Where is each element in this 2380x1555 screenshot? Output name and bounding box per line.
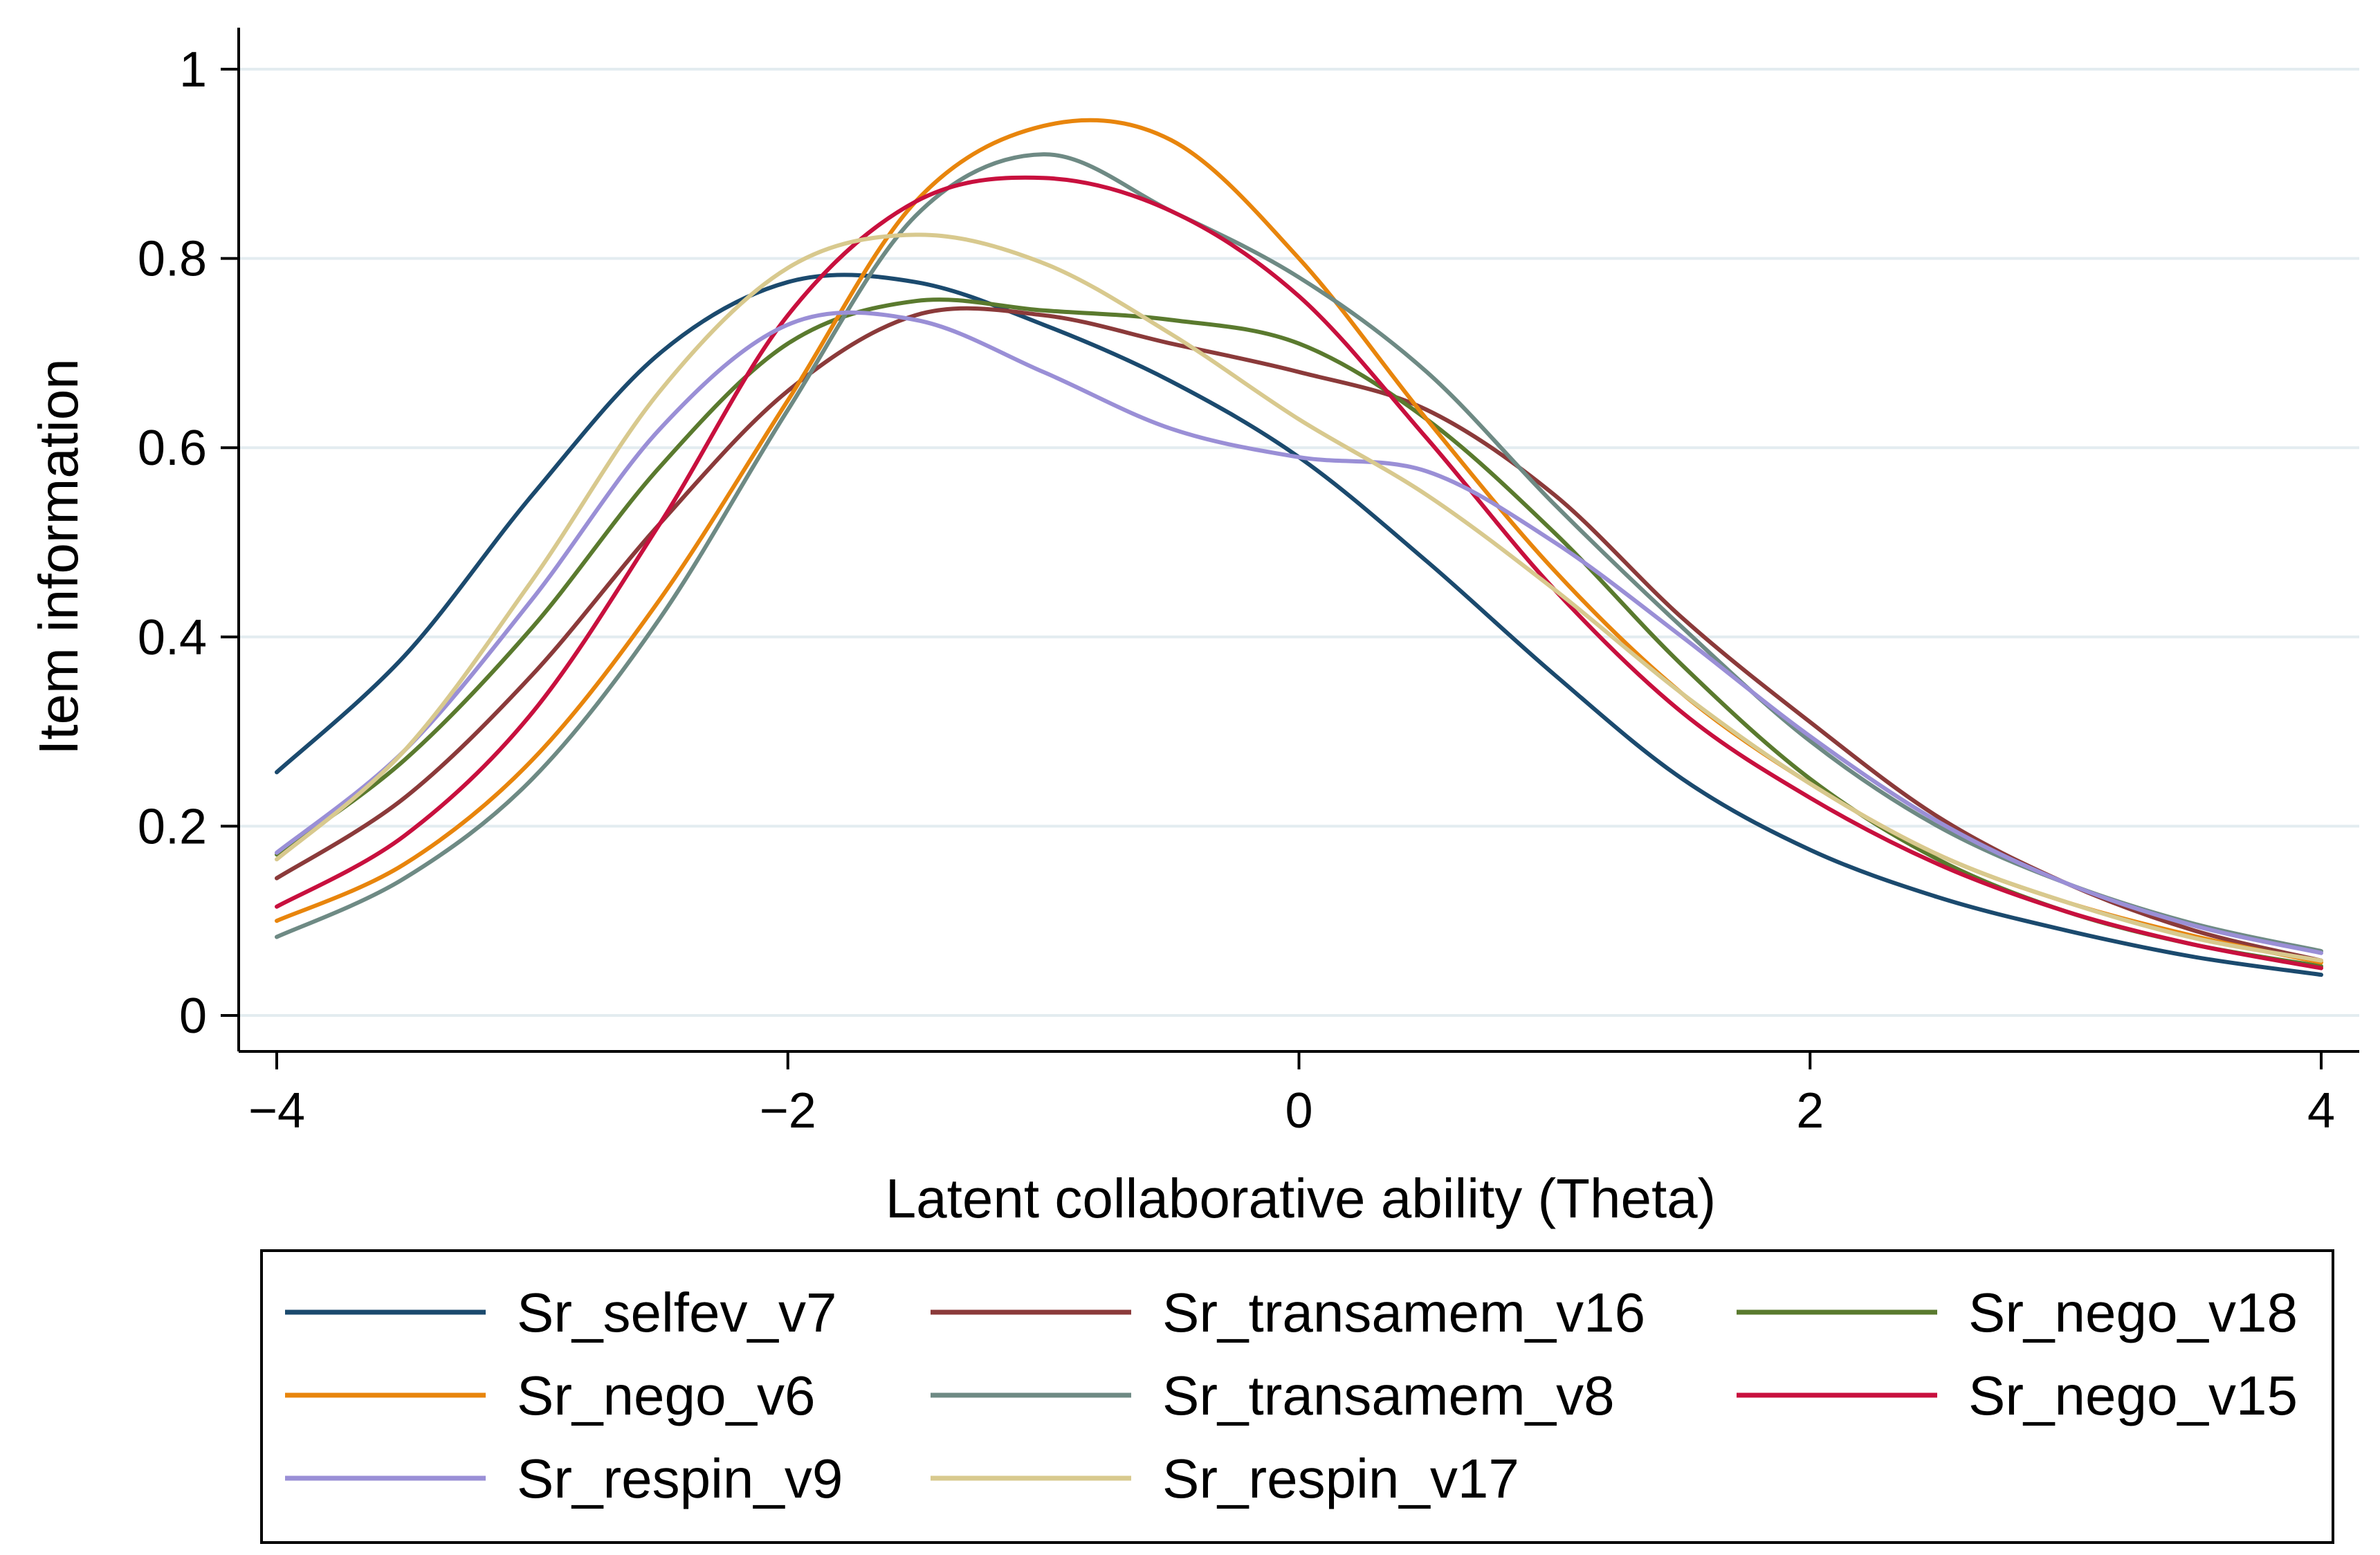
legend-item-sr-transamem-v16: Sr_transamem_v16 (931, 1282, 1645, 1343)
x-axis-ticks: −4 −2 0 2 4 (248, 1051, 2335, 1139)
series-line-sr-transamem-v8 (275, 152, 2323, 953)
y-tick-label: 0.6 (138, 421, 207, 476)
legend-box (260, 1249, 2334, 1544)
axes (237, 28, 2359, 1053)
series-line-sr-respin-v9 (275, 310, 2323, 955)
series-line-sr-nego-v6 (275, 118, 2323, 965)
x-tick-label: 4 (2307, 1083, 2335, 1139)
legend-item-sr-nego-v18: Sr_nego_v18 (1737, 1282, 2298, 1343)
y-tick-label: 0.4 (138, 610, 207, 665)
legend-item-sr-respin-v9: Sr_respin_v9 (285, 1448, 843, 1509)
y-tick-label: 0.8 (138, 232, 207, 287)
x-tick-label: −4 (248, 1083, 305, 1139)
legend-label: Sr_nego_v15 (1968, 1365, 2298, 1426)
series-lines (275, 118, 2323, 977)
legend-label: Sr_respin_v9 (517, 1448, 843, 1509)
legend-label: Sr_selfev_v7 (517, 1282, 836, 1343)
series-line-sr-transamem-v16 (275, 306, 2323, 963)
legend-item-sr-transamem-v8: Sr_transamem_v8 (931, 1365, 1615, 1426)
y-axis-title: Item information (28, 358, 89, 755)
series-line-sr-selfev-v7 (275, 273, 2323, 977)
legend-item-sr-selfev-v7: Sr_selfev_v7 (285, 1282, 836, 1343)
legend-label: Sr_transamem_v8 (1162, 1365, 1615, 1426)
legend-item-sr-respin-v17: Sr_respin_v17 (931, 1448, 1519, 1509)
y-tick-label: 0.2 (138, 799, 207, 854)
legend-label: Sr_nego_v6 (517, 1365, 815, 1426)
legend-label: Sr_nego_v18 (1968, 1282, 2298, 1343)
legend-label: Sr_respin_v17 (1162, 1448, 1519, 1509)
legend: Sr_selfev_v7 Sr_transamem_v16 Sr_nego_v18 S… (260, 1249, 2334, 1544)
x-tick-label: 0 (1285, 1083, 1312, 1139)
legend-label: Sr_transamem_v16 (1162, 1282, 1645, 1343)
series-line-sr-nego-v18 (275, 297, 2323, 968)
legend-item-sr-nego-v6: Sr_nego_v6 (285, 1365, 815, 1426)
y-tick-label: 0 (179, 988, 207, 1044)
legend-item-sr-nego-v15: Sr_nego_v15 (1737, 1365, 2298, 1426)
series-line-sr-nego-v15 (275, 175, 2323, 970)
series-line-sr-respin-v17 (275, 232, 2323, 963)
x-tick-label: −2 (760, 1083, 816, 1139)
y-axis-ticks: 0 0.2 0.4 0.6 0.8 1 (138, 42, 239, 1044)
y-tick-label: 1 (179, 42, 207, 98)
x-tick-label: 2 (1796, 1083, 1824, 1139)
x-axis-title: Latent collaborative ability (Theta) (886, 1168, 1717, 1229)
